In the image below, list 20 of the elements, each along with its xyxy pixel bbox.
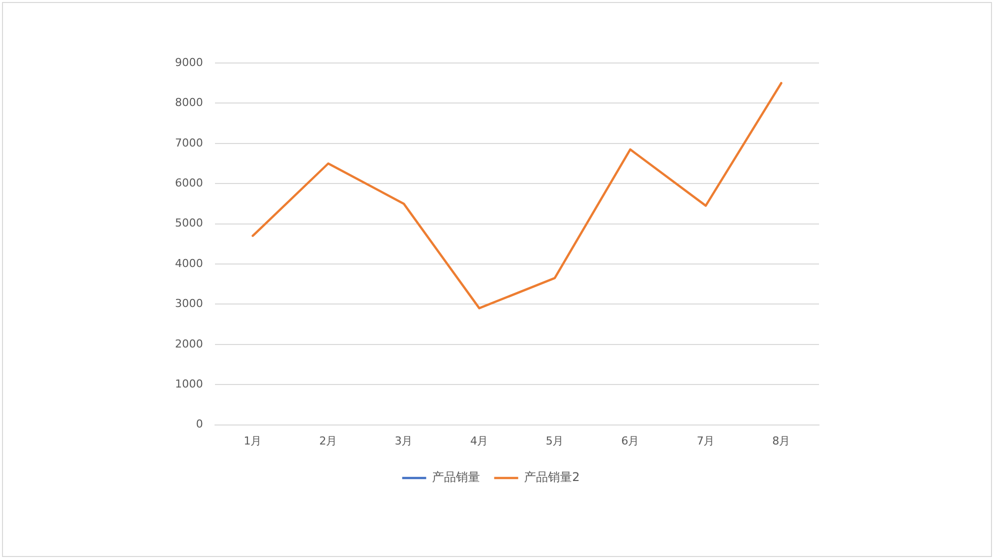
x-tick-label: 2月 xyxy=(319,434,338,448)
y-tick-label: 6000 xyxy=(174,176,203,190)
y-tick-label: 3000 xyxy=(174,297,203,310)
x-tick-label: 5月 xyxy=(546,434,564,448)
y-tick-label: 4000 xyxy=(174,256,203,270)
y-tick-label: 7000 xyxy=(174,136,203,150)
y-tick-label: 1000 xyxy=(174,377,203,390)
x-tick-label: 8月 xyxy=(772,434,790,448)
x-tick-label: 6月 xyxy=(621,434,640,448)
x-tick-label: 1月 xyxy=(244,434,262,448)
x-tick-label: 4月 xyxy=(470,434,488,448)
y-tick-label: 5000 xyxy=(174,216,203,230)
y-tick-label: 8000 xyxy=(174,96,203,110)
y-tick-label: 9000 xyxy=(174,56,203,69)
x-tick-label: 3月 xyxy=(394,434,413,448)
x-tick-label: 7月 xyxy=(696,434,715,448)
y-tick-label: 2000 xyxy=(174,337,203,350)
legend-label: 产品销量2 xyxy=(524,470,580,484)
y-tick-label: 0 xyxy=(196,418,203,431)
legend-label: 产品销量 xyxy=(432,470,480,484)
